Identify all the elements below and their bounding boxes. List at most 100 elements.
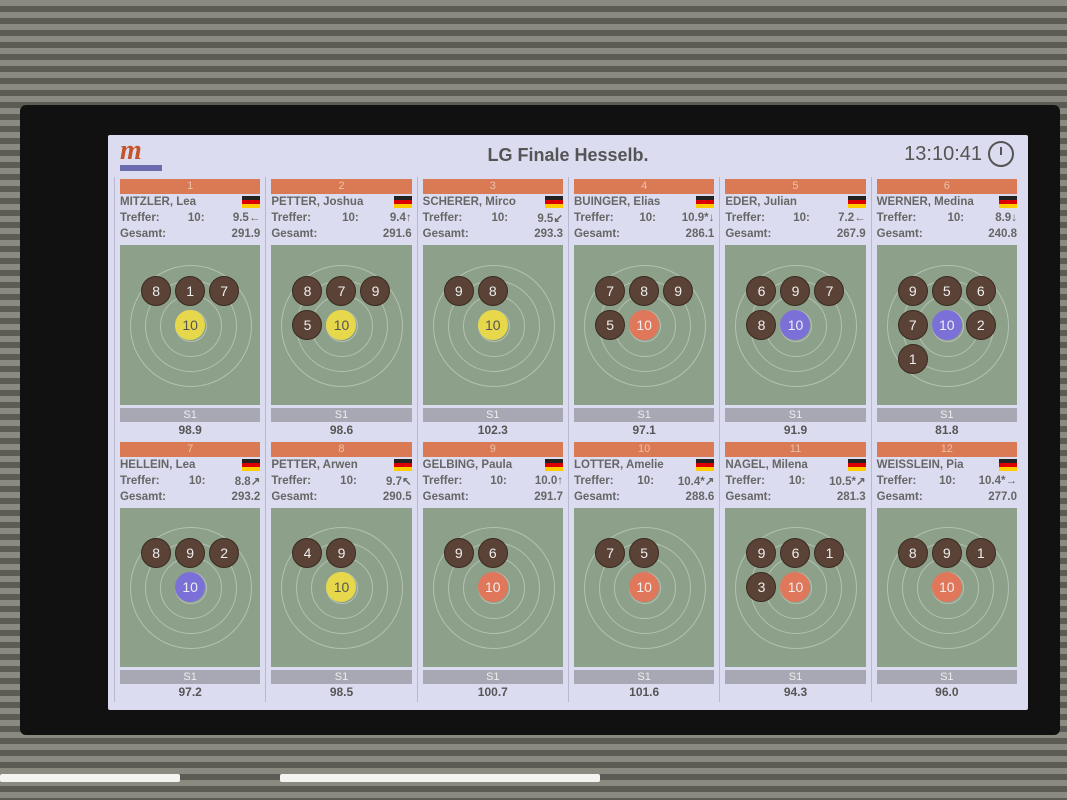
shooter-card: 3 SCHERER, Mirco Treffer: 10: 9.5↙ Gesamt:… [416,177,568,440]
series-score: 101.6 [629,685,660,699]
gesamt-label: Gesamt: [573,228,621,240]
shot-marker: 9 [443,275,474,306]
last-shot-value: 10.9* [681,212,709,224]
ten-label: 10: [793,212,810,224]
rank-bar: 9 [422,441,563,457]
target-ring [584,264,707,387]
series-label: S1 [876,670,1017,684]
ten-label: 10: [187,212,205,224]
last-shot-value: 8.8 [234,475,251,488]
series-label: S1 [725,407,866,422]
direction-arrow-icon: ↖ [402,475,412,488]
gesamt-label: Gesamt: [271,228,318,240]
series-score: 100.7 [477,685,508,699]
shot-marker: 7 [897,309,928,340]
shot-marker: 9 [360,275,391,306]
gesamt-label: Gesamt: [120,490,167,503]
shooter-name: PETTER, Joshua [271,196,364,208]
series-score: 97.2 [178,685,202,699]
direction-arrow-icon: ↓ [1011,212,1017,224]
page-title: LG Finale Hesselb. [487,145,649,165]
shot-marker: 8 [746,309,777,340]
direction-arrow-icon: ← [854,212,866,224]
rank-bar: 11 [725,441,866,457]
last-shot-value: 9.4 [389,212,406,224]
rank-bar: 4 [573,179,715,194]
target-ring [735,264,858,387]
shooter-name: NAGEL, Milena [725,458,808,471]
series-score: 102.3 [477,422,508,437]
germany-flag-icon [696,196,715,208]
shot-marker: 9 [175,538,206,569]
total-score: 267.9 [836,228,866,240]
target-ring [735,527,858,650]
rank-bar: 6 [876,179,1017,194]
last-shot-marker: 10 [780,309,811,340]
germany-flag-icon [544,196,563,208]
gesamt-label: Gesamt: [120,228,167,240]
shot-marker: 1 [897,343,928,374]
shot-marker: 9 [326,538,357,569]
shot-marker: 8 [897,538,928,569]
target-view: 9 8 10 [422,245,563,405]
last-shot-marker: 10 [931,572,962,603]
rank-bar: 3 [422,179,563,194]
target-view: 8 7 9 5 10 [271,245,412,405]
germany-flag-icon [847,458,866,471]
treffer-label: Treffer: [422,474,463,487]
total-score: 277.0 [988,490,1017,503]
treffer-label: Treffer: [725,474,765,487]
shooter-card: 1 MITZLER, Lea Treffer: 10: 9.5← Gesamt: 29… [114,177,265,440]
shot-marker: 8 [141,538,172,569]
last-shot-marker: 10 [477,309,508,340]
shooter-card: 11 NAGEL, Milena Treffer: 10: 10.5*↗ Gesam… [719,439,870,702]
last-shot-marker: 10 [326,309,357,340]
germany-flag-icon [242,458,261,471]
last-shot-value: 9.7 [386,475,403,488]
last-shot-value: 10.5* [829,475,856,488]
shot-marker: 1 [965,538,996,569]
target-view: 8 9 1 10 [876,507,1017,667]
direction-arrow-icon: ↗ [250,475,261,488]
series-label: S1 [422,670,563,684]
rank-bar: 10 [573,441,715,457]
shooter-card: 8 PETTER, Arwen Treffer: 10: 9.7↖ Gesamt: 2… [265,439,416,702]
total-score: 288.6 [685,490,715,503]
direction-arrow-icon: → [1005,474,1017,487]
last-shot-marker: 10 [629,309,660,340]
shot-marker: 8 [292,275,323,306]
ten-label: 10: [637,474,655,487]
ten-label: 10: [188,474,206,487]
clock-icon [988,141,1014,167]
shooter-name: MITZLER, Lea [120,196,197,208]
scoreboard-screen: m LG Finale Hesselb. 13:10:41 1 MITZLER,… [108,135,1028,710]
logo: m [120,137,170,171]
total-score: 291.7 [534,490,563,503]
shot-marker: 8 [477,275,508,306]
series-label: S1 [876,407,1017,422]
rank-bar: 8 [271,441,412,457]
gesamt-label: Gesamt: [271,490,318,503]
last-shot-value: 9.5 [537,213,554,225]
series-score: 98.6 [329,422,354,437]
total-score: 286.1 [685,228,715,240]
total-score: 240.8 [988,228,1017,240]
treffer-label: Treffer: [876,212,917,224]
last-shot-marker: 10 [175,572,206,603]
target-ring [281,264,404,387]
target-ring [130,264,253,387]
last-shot-marker: 10 [780,572,811,603]
rank-bar: 1 [120,179,261,194]
target-ring [886,264,1009,387]
series-score: 97.1 [632,422,656,437]
shot-marker: 2 [209,538,240,569]
series-label: S1 [120,407,261,422]
rank-bar: 7 [120,441,261,457]
germany-flag-icon [393,196,412,208]
target-ring [432,264,555,387]
shot-marker: 5 [629,538,660,569]
ten-label: 10: [340,474,357,487]
direction-arrow-icon: ↙ [553,213,563,225]
shot-marker: 7 [595,538,626,569]
ten-label: 10: [947,212,965,224]
